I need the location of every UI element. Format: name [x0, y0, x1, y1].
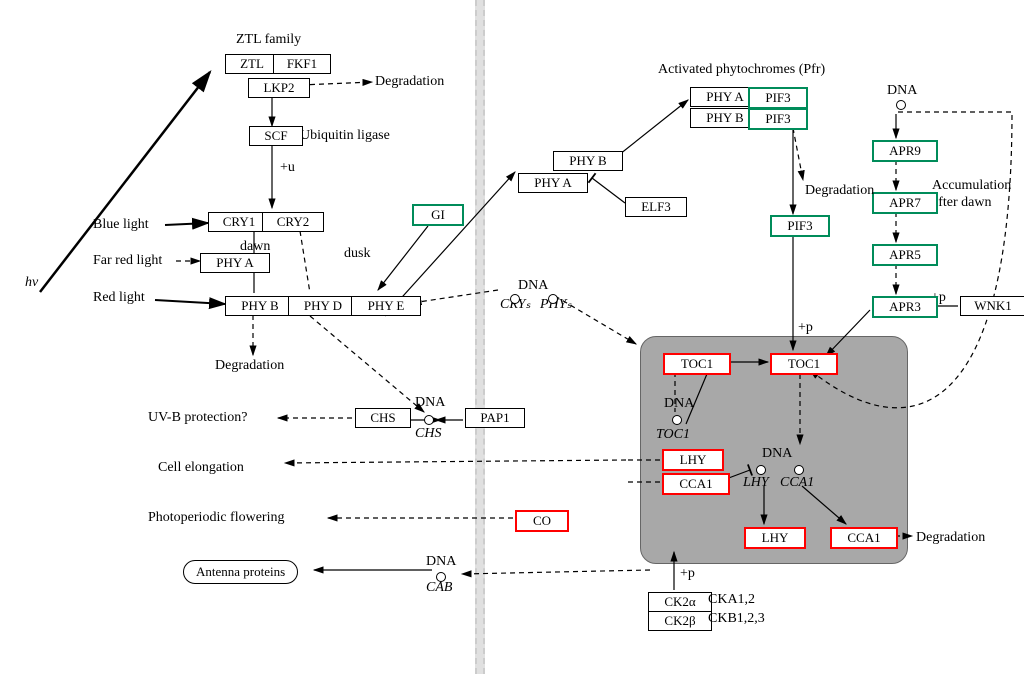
dna-circle-0	[510, 294, 520, 304]
edge-11	[310, 316, 424, 412]
node-pif3a: PIF3	[748, 87, 808, 109]
label-farred: Far red light	[93, 253, 162, 269]
label-red: Red light	[93, 290, 145, 306]
node-cry1: CRY1	[208, 212, 270, 232]
node-wnk1: WNK1	[960, 296, 1024, 316]
label-dna4: DNA	[887, 83, 917, 99]
plus-u-label: +u	[280, 160, 295, 176]
label-photo: Photoperiodic flowering	[148, 510, 284, 526]
label-dna2: DNA	[415, 395, 445, 411]
edge-18	[793, 128, 803, 180]
label-cka: CKA1,2	[708, 592, 755, 608]
activated-phyto-title: Activated phytochromes (Pfr)	[658, 62, 825, 78]
dna-circle-1	[548, 294, 558, 304]
node-apr9: APR9	[872, 140, 938, 162]
plus-p-3: +p	[680, 566, 695, 582]
label-cca1ital: CCA1	[780, 475, 814, 491]
dusk-label: dusk	[344, 246, 370, 262]
edge-1	[165, 223, 208, 225]
edge-16	[592, 178, 625, 203]
node-phyb: PHY B	[225, 296, 295, 316]
node-apr7: APR7	[872, 192, 938, 214]
edge-12	[412, 290, 498, 303]
label-deg4: Degradation	[916, 530, 985, 546]
dna-circle-4	[896, 100, 906, 110]
node-pap1: PAP1	[465, 408, 525, 428]
label-dna6: DNA	[762, 446, 792, 462]
edge-9	[300, 231, 310, 293]
label-deg1: Degradation	[375, 74, 444, 90]
node-chs: CHS	[355, 408, 411, 428]
dna-circle-7	[794, 465, 804, 475]
dna-circle-2	[424, 415, 434, 425]
node-lhyb: LHY	[744, 527, 806, 549]
plus-p-2: +p	[798, 320, 813, 336]
node-ck2a: CK2α	[648, 592, 712, 612]
label-cab: CAB	[426, 580, 452, 596]
node-cca1b: CCA1	[830, 527, 898, 549]
label-deg2: Degradation	[215, 358, 284, 374]
edge-30	[285, 460, 626, 463]
node-ck2b: CK2β	[648, 611, 712, 631]
label-dna1: DNA	[518, 278, 548, 294]
node-phya2: PHY A	[518, 173, 588, 193]
node-lkp2: LKP2	[248, 78, 310, 98]
label-chsital: CHS	[415, 426, 441, 442]
node-phyd: PHY D	[288, 296, 358, 316]
edge-6	[301, 82, 372, 85]
label-deg3: Degradation	[805, 183, 874, 199]
label-dna5: DNA	[664, 396, 694, 412]
node-ztl: ZTL	[225, 54, 279, 74]
node-apr5: APR5	[872, 244, 938, 266]
accumulation-label: Accumulationafter dawn	[932, 178, 1022, 212]
node-phye: PHY E	[351, 296, 421, 316]
node-pif3c: PIF3	[770, 215, 830, 237]
node-cry2: CRY2	[262, 212, 324, 232]
antenna-proteins-oval: Antenna proteins	[183, 560, 298, 584]
edge-3	[155, 300, 225, 304]
node-pif3b: PIF3	[748, 108, 808, 130]
edge-33	[462, 570, 650, 574]
ztl-family-title: ZTL family	[236, 32, 301, 48]
node-fkf1: FKF1	[273, 54, 331, 74]
dna-circle-5	[672, 415, 682, 425]
edge-37	[802, 486, 846, 524]
node-gi: GI	[412, 204, 464, 226]
label-hv: hv	[25, 275, 38, 291]
dna-circle-3	[436, 572, 446, 582]
node-scf: SCF	[249, 126, 303, 146]
label-blue: Blue light	[93, 217, 149, 233]
dna-circle-6	[756, 465, 766, 475]
node-apr3: APR3	[872, 296, 938, 318]
node-phya1: PHY A	[200, 253, 270, 273]
node-phyb2: PHY B	[553, 151, 623, 171]
edges-layer	[0, 0, 1024, 674]
label-cell: Cell elongation	[158, 460, 244, 476]
label-toc1ital: TOC1	[656, 427, 690, 443]
label-ckb: CKB1,2,3	[708, 611, 765, 627]
label-dna3: DNA	[426, 554, 456, 570]
edge-14	[385, 172, 515, 316]
node-toc1b: TOC1	[770, 353, 838, 375]
edge-24	[826, 310, 870, 356]
node-lhya: LHY	[662, 449, 724, 471]
node-toc1a: TOC1	[663, 353, 731, 375]
node-elf3: ELF3	[625, 197, 687, 217]
ubiquitin-ligase-label: Ubiquitin ligase	[300, 128, 390, 144]
node-co: CO	[515, 510, 569, 532]
label-lhyital: LHY	[743, 475, 769, 491]
edge-10	[378, 226, 428, 290]
label-uvb: UV-B protection?	[148, 410, 247, 426]
node-cca1a: CCA1	[662, 473, 730, 495]
